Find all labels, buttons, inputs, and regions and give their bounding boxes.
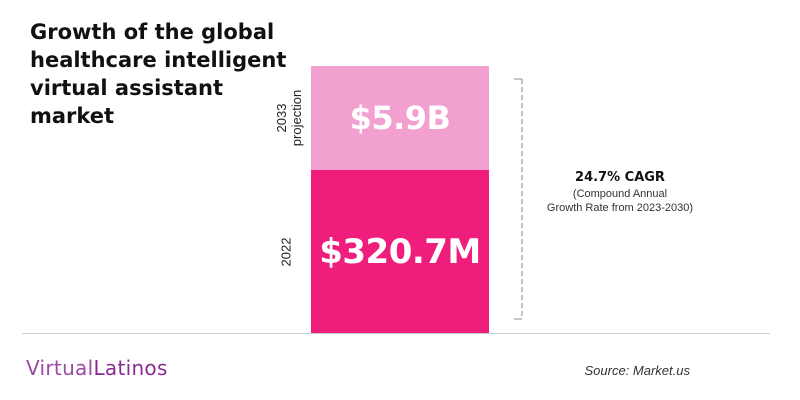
title-line: healthcare intelligent	[30, 48, 287, 72]
source-note: Source: Market.us	[584, 363, 691, 378]
cagr-description: (Compound Annual Growth Rate from 2023-2…	[546, 188, 694, 214]
virtuallatinos-logo: VirtualLatinos	[26, 356, 168, 380]
bar-value-2033: $5.9B	[349, 99, 451, 137]
chart-title: Growth of the global healthcare intellig…	[30, 18, 300, 130]
bar-value-2022: $320.7M	[319, 231, 481, 272]
title-line: market	[30, 104, 115, 128]
bar-segment-2022: $320.7M	[311, 170, 489, 333]
bar-label-2022: 2022	[278, 237, 294, 267]
bar-segment-2033: $5.9B	[311, 66, 489, 170]
cagr-heading: 24.7% CAGR	[575, 170, 665, 185]
range-bracket	[514, 78, 523, 320]
bar-label-2033: 2033 projection	[274, 89, 304, 147]
title-line: Growth of the global	[30, 20, 275, 44]
baseline	[22, 333, 770, 334]
title-line: virtual assistant	[30, 76, 223, 100]
